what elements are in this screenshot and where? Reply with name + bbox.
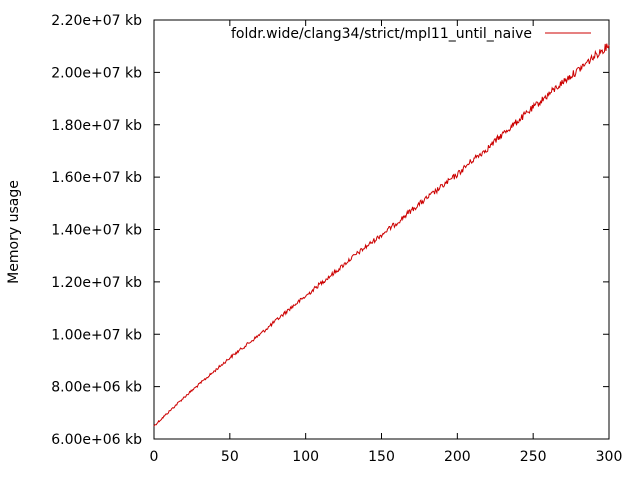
x-tick-label: 250 [520,449,547,465]
series-line-0 [153,43,610,427]
series-layer [153,43,610,427]
y-tick-label: 1.80e+07 kb [51,118,142,134]
plot-frame [153,19,610,440]
y-tick-label: 6.00e+06 kb [51,432,142,448]
legend-label-0: foldr.wide/clang34/strict/mpl11_until_na… [231,26,532,42]
y-tick-label: 2.00e+07 kb [51,65,142,81]
y-tick-label: 1.60e+07 kb [51,170,142,186]
x-tick-label: 300 [596,449,623,465]
y-tick-label: 1.40e+07 kb [51,223,142,239]
y-tick-label: 1.00e+07 kb [51,327,142,343]
x-axis: 0 50 100 150 200 250 300 [150,20,623,465]
x-tick-label: 100 [292,449,319,465]
x-tick-label: 200 [444,449,471,465]
y-tick-label: 2.20e+07 kb [51,13,142,29]
y-axis: 6.00e+06 kb 8.00e+06 kb 1.00e+07 kb 1.20e+0… [51,13,609,448]
x-tick-label: 0 [150,449,159,465]
legend: foldr.wide/clang34/strict/mpl11_until_na… [231,26,591,42]
y-tick-label: 1.20e+07 kb [51,275,142,291]
y-axis-label: Memory usage [6,180,22,284]
y-tick-label: 8.00e+06 kb [51,380,142,396]
x-tick-label: 50 [221,449,239,465]
x-tick-label: 150 [368,449,395,465]
